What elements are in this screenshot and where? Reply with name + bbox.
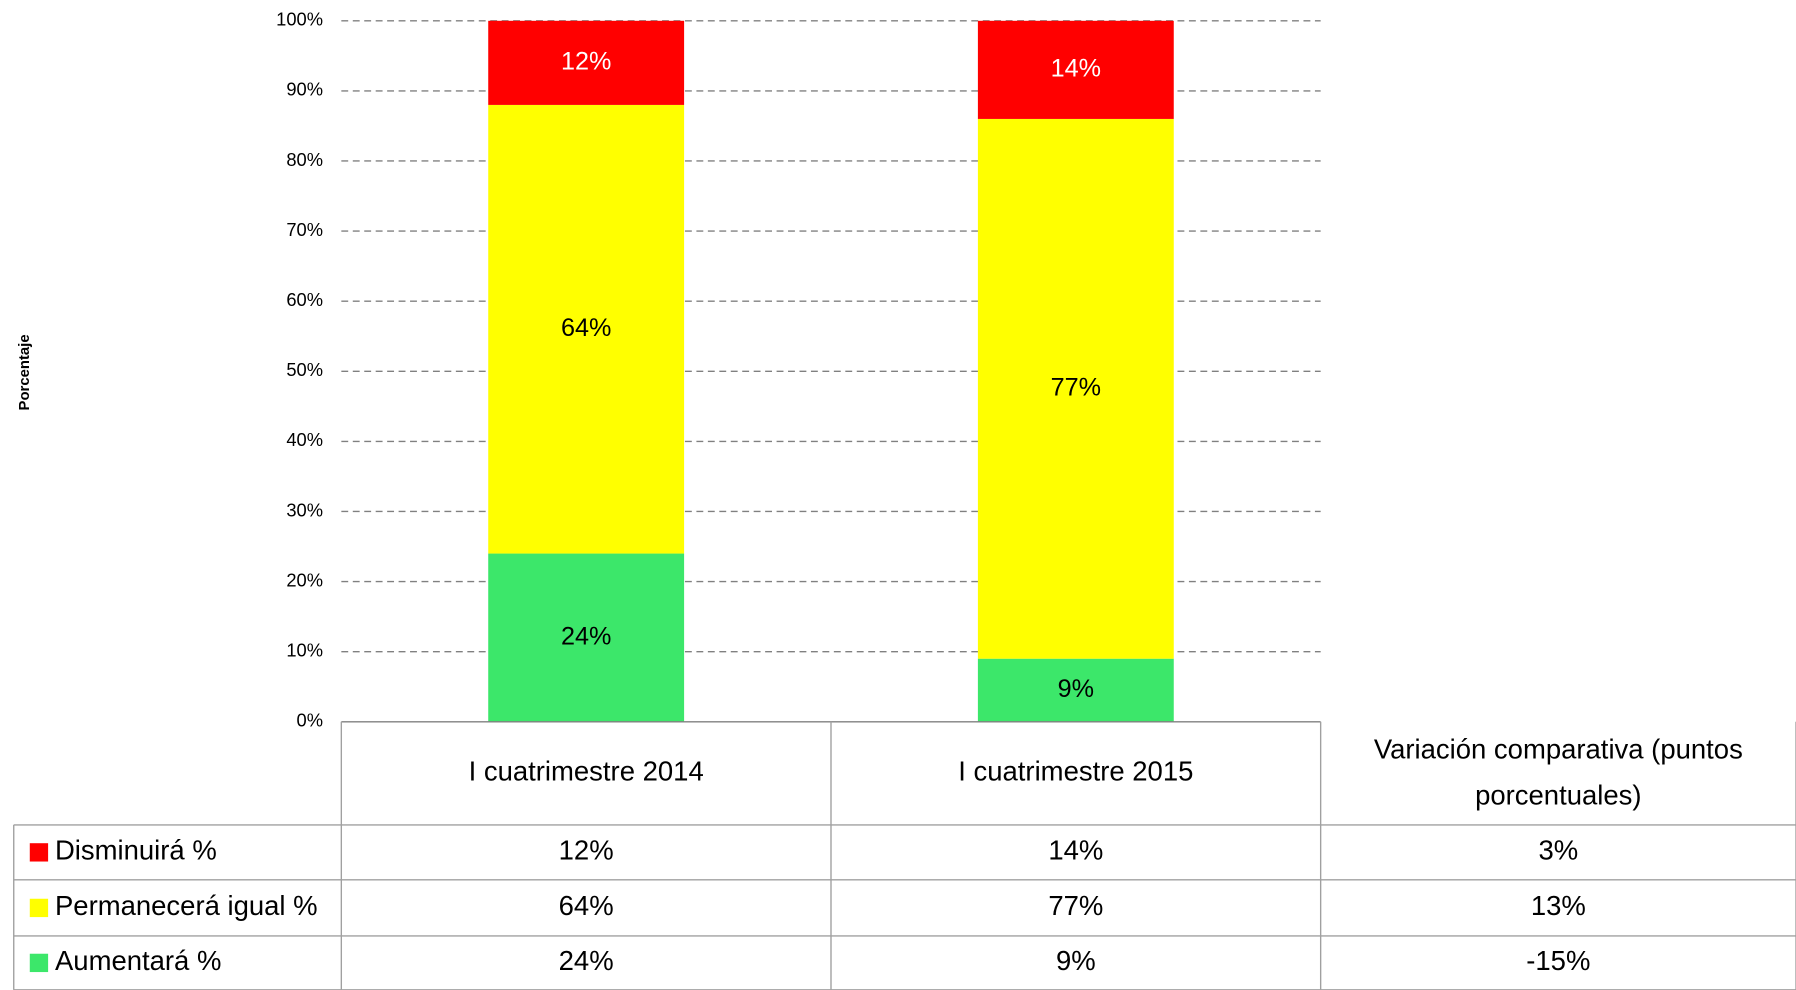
legend-label: Disminuirá % bbox=[55, 835, 217, 866]
table-header: I cuatrimestre 2014 bbox=[469, 756, 704, 787]
bar-segment bbox=[488, 104, 685, 554]
y-tick-label: 90% bbox=[286, 79, 323, 100]
legend-key bbox=[29, 898, 49, 918]
y-tick-label: 60% bbox=[286, 289, 323, 310]
y-tick-label: 50% bbox=[286, 359, 323, 380]
table-header: Variación comparativa (puntos porcentuale… bbox=[1374, 734, 1743, 811]
y-tick-label: 0% bbox=[297, 710, 323, 731]
bar-segment bbox=[488, 20, 685, 105]
y-axis-label: Porcentaje bbox=[17, 334, 33, 410]
data-label: 77% bbox=[1051, 373, 1101, 401]
y-tick-label: 30% bbox=[286, 499, 323, 520]
y-tick-label: 70% bbox=[286, 219, 323, 240]
table-cell: 77% bbox=[1048, 890, 1103, 921]
legend-label: Permanecerá igual % bbox=[55, 890, 318, 921]
y-tick-label: 100% bbox=[276, 9, 323, 30]
table-cell: 14% bbox=[1048, 835, 1103, 866]
legend-key bbox=[29, 843, 49, 862]
table-cell: 13% bbox=[1531, 890, 1586, 921]
data-label: 12% bbox=[561, 48, 611, 76]
table-cell: 3% bbox=[1538, 835, 1578, 866]
bar-segment bbox=[977, 20, 1174, 119]
table-header: I cuatrimestre 2015 bbox=[958, 756, 1193, 787]
bar-segment bbox=[977, 658, 1174, 722]
y-tick-label: 40% bbox=[286, 429, 323, 450]
table-cell: 24% bbox=[559, 945, 614, 976]
table-cell: 9% bbox=[1056, 945, 1096, 976]
data-label: 24% bbox=[561, 622, 611, 650]
table-cell: 64% bbox=[559, 890, 614, 921]
table-cell: -15% bbox=[1526, 945, 1590, 976]
data-label: 14% bbox=[1051, 55, 1101, 83]
bar-segment bbox=[488, 553, 685, 722]
bar-segment bbox=[977, 118, 1174, 659]
y-tick-label: 10% bbox=[286, 640, 323, 661]
legend-key bbox=[29, 953, 49, 973]
data-label: 64% bbox=[561, 314, 611, 342]
table-cell: 12% bbox=[559, 835, 614, 866]
y-tick-label: 80% bbox=[286, 149, 323, 170]
data-label: 9% bbox=[1058, 675, 1094, 703]
legend-label: Aumentará % bbox=[55, 945, 221, 976]
y-tick-label: 20% bbox=[286, 569, 323, 590]
